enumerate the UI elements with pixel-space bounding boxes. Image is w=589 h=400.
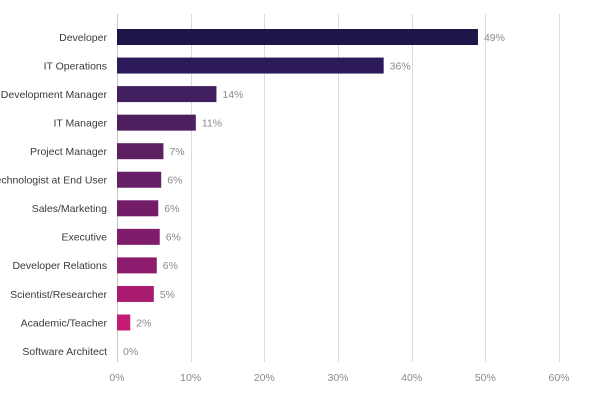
bar [117,257,157,274]
category-label: IT Manager [54,117,108,129]
bar [117,171,162,188]
data-label: 5% [160,289,175,301]
x-axis-ticks: 0% 10% 20% 30% 40% 50% 60% [109,372,569,384]
x-tick-label: 50% [475,372,496,384]
category-label: Software Architect [22,346,107,358]
data-label: 7% [169,146,184,158]
data-label: 0% [123,346,138,358]
category-label: Scientist/Researcher [10,289,107,301]
data-label: 11% [202,117,222,129]
x-tick-label: 30% [327,372,348,384]
category-label: Project Manager [30,146,108,158]
bar [117,29,478,45]
x-tick-label: 40% [401,372,422,384]
bar [117,114,196,131]
category-label: Academic/Teacher [21,317,108,329]
category-label: Development Manager [1,89,108,101]
x-tick-label: 0% [109,372,124,384]
category-label: Developer Relations [12,260,107,272]
bars [117,29,478,331]
bar [117,228,160,245]
data-label: 14% [222,89,243,101]
data-label: 49% [484,32,505,44]
bar [117,200,159,217]
category-label: Developer [59,32,107,44]
x-tick-label: 10% [180,372,201,384]
data-label: 2% [136,317,151,329]
x-tick-label: 20% [254,372,275,384]
labels: Developer 49% IT Operations 36% Development … [0,32,505,358]
x-tick-label: 60% [548,372,569,384]
bar [117,285,154,302]
category-label: Executive [61,232,107,244]
data-label: 6% [167,175,182,187]
data-label: 6% [164,203,179,215]
bar [117,86,217,103]
category-label: Sales/Marketing [32,203,107,215]
data-label: 6% [163,260,178,272]
category-label: IT Operations [44,60,107,72]
bar [117,143,164,160]
bar [117,314,131,331]
category-label: Technologist at End User [0,175,107,187]
bar [117,57,384,74]
data-label: 6% [166,232,181,244]
data-label: 36% [390,60,411,72]
